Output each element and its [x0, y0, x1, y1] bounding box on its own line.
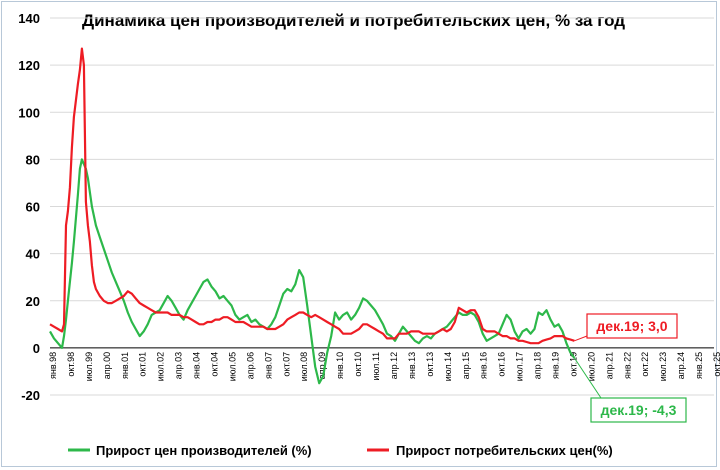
- x-tick-label: янв.16: [479, 352, 489, 379]
- x-tick-label: апр.15: [461, 352, 471, 379]
- annotations: дек.19; 3,0 дек.19; -4,3: [574, 313, 687, 423]
- x-tick-label: окт.16: [497, 352, 507, 377]
- x-tick-label: апр.24: [676, 352, 686, 379]
- y-tick-label: 60: [26, 200, 40, 215]
- x-tick-label: янв.98: [48, 352, 58, 379]
- x-tick-label: июл.14: [443, 352, 453, 381]
- x-tick-label: окт.25: [712, 352, 720, 377]
- x-tick-label: июл.23: [658, 352, 668, 381]
- x-tick-label: окт.19: [568, 352, 578, 377]
- legend-label-consumer-prices: Прирост потребительских цен(%): [396, 443, 613, 458]
- x-tick-label: окт.04: [210, 352, 220, 377]
- y-tick-label: 100: [18, 105, 40, 120]
- x-tick-label: июл.17: [515, 352, 525, 381]
- y-tick-label: -20: [21, 388, 40, 403]
- x-tick-label: окт.98: [66, 352, 76, 377]
- y-tick-label: 20: [26, 294, 40, 309]
- x-tick-label: апр.06: [245, 352, 255, 379]
- x-tick-label: июл.99: [84, 352, 94, 381]
- x-tick-label: янв.13: [407, 352, 417, 379]
- series-lines: [49, 47, 576, 385]
- annotation-leader: [574, 357, 602, 399]
- grid-lines: [50, 17, 714, 396]
- x-tick-label: июл.05: [227, 352, 237, 381]
- annotation-leader: [574, 335, 588, 342]
- x-tick-label: окт.10: [353, 352, 363, 377]
- x-tick-label: апр.12: [389, 352, 399, 379]
- x-tick-label: янв.04: [192, 352, 202, 379]
- y-tick-label: 0: [33, 341, 40, 356]
- chart-title: Динамика цен производителей и потребител…: [82, 11, 625, 30]
- x-tick-label: апр.09: [317, 352, 327, 379]
- legend: Прирост цен производителей (%) Прирост п…: [68, 443, 613, 458]
- y-tick-label: 120: [18, 58, 40, 73]
- x-tick-label: окт.01: [138, 352, 148, 377]
- x-tick-label: янв.19: [550, 352, 560, 379]
- x-tick-label: апр.03: [174, 352, 184, 379]
- x-tick-label: июл.20: [586, 352, 596, 381]
- legend-label-producer-prices: Прирост цен производителей (%): [96, 443, 312, 458]
- annotation-label: дек.19; 3,0: [596, 318, 667, 334]
- y-tick-label: 80: [26, 152, 40, 167]
- y-tick-label: 140: [18, 11, 40, 26]
- x-tick-label: янв.10: [335, 352, 345, 379]
- x-tick-label: янв.07: [263, 352, 273, 379]
- annotation-box: [590, 397, 687, 423]
- x-axis-ticks: янв.98 окт.98 июл.99 апр.00 янв.01 окт.01 июл.…: [48, 352, 720, 381]
- y-axis-ticks: -20 0 20 40 60 80 100 120 140: [18, 11, 40, 403]
- x-tick-label: июл.11: [371, 352, 381, 381]
- series-line-consumer-prices: [49, 47, 575, 345]
- series-line-producer-prices: [49, 158, 576, 385]
- y-tick-label: 40: [26, 247, 40, 262]
- x-tick-label: апр.21: [604, 352, 614, 379]
- x-tick-label: июл.08: [299, 352, 309, 381]
- x-tick-label: окт.13: [425, 352, 435, 377]
- x-tick-label: апр.18: [533, 352, 543, 379]
- annotation-label: дек.19; -4,3: [601, 402, 677, 418]
- x-tick-label: янв.01: [120, 352, 130, 379]
- x-tick-label: окт.22: [640, 352, 650, 377]
- x-tick-label: янв.25: [694, 352, 704, 379]
- x-tick-label: янв.22: [622, 352, 632, 379]
- x-tick-label: июл.02: [156, 352, 166, 381]
- x-tick-label: апр.00: [102, 352, 112, 379]
- annotation-box: [586, 313, 678, 339]
- x-tick-label: окт.07: [281, 352, 291, 377]
